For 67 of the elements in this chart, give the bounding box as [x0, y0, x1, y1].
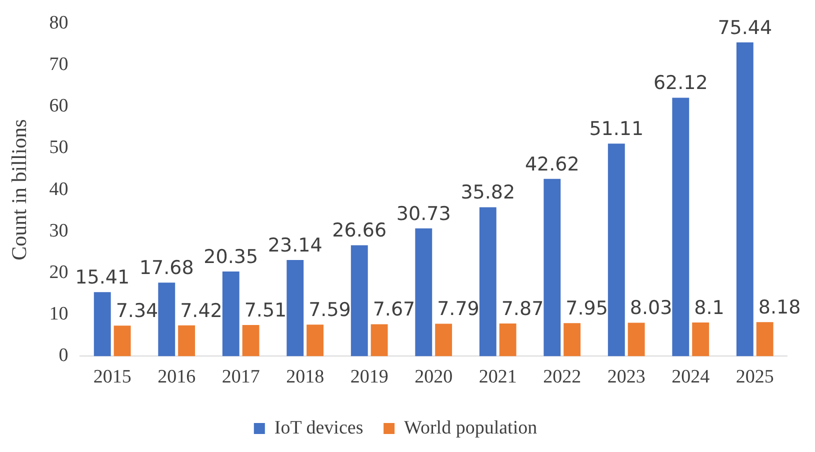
x-tick-label: 2016 — [158, 366, 196, 388]
bar — [178, 325, 196, 356]
data-label: 7.79 — [437, 298, 480, 320]
bar — [415, 228, 432, 356]
bar — [736, 42, 754, 356]
data-label: 26.66 — [332, 220, 387, 242]
x-tick-label: 2024 — [672, 366, 710, 388]
data-label: 7.67 — [372, 298, 416, 321]
data-label: 15.41 — [75, 266, 130, 289]
legend-label: IoT devices — [274, 417, 364, 438]
x-tick-label: 2023 — [607, 366, 646, 388]
data-label: 7.34 — [116, 300, 158, 322]
y-tick-label: 30 — [49, 220, 68, 242]
data-label: 7.59 — [308, 299, 351, 322]
bar — [286, 260, 304, 356]
bar — [672, 98, 690, 356]
data-label: 8.1 — [694, 296, 724, 319]
bar — [350, 245, 368, 356]
bar — [564, 323, 581, 356]
data-label: 7.51 — [244, 299, 287, 322]
data-label: 42.62 — [524, 153, 580, 176]
y-tick-label: 60 — [49, 96, 68, 117]
bar — [479, 207, 496, 356]
data-label: 20.35 — [204, 246, 258, 268]
bar — [222, 272, 240, 356]
y-tick-label: 70 — [49, 54, 68, 75]
bar — [692, 322, 710, 356]
bar — [544, 178, 561, 356]
data-label: 35.82 — [460, 182, 516, 204]
y-tick-label: 80 — [49, 12, 68, 34]
bar — [158, 282, 176, 356]
y-tick-label: 20 — [49, 262, 68, 283]
data-label: 7.87 — [501, 298, 544, 320]
data-label: 75.44 — [718, 16, 772, 39]
y-tick-label: 40 — [49, 178, 68, 200]
y-tick-label: 10 — [49, 304, 68, 325]
bar — [628, 322, 645, 356]
x-tick-label: 2022 — [543, 366, 582, 388]
bar — [306, 324, 324, 356]
y-tick-label: 0 — [58, 345, 68, 366]
bar — [114, 326, 131, 356]
x-tick-label: 2017 — [222, 366, 260, 388]
x-tick-label: 2020 — [414, 366, 453, 388]
data-label: 23.14 — [268, 234, 322, 256]
bar — [499, 323, 516, 356]
bar — [242, 324, 260, 356]
data-label: 62.12 — [653, 72, 708, 94]
data-label: 7.42 — [180, 300, 222, 322]
legend-label: World population — [404, 417, 538, 438]
data-label: 8.18 — [758, 296, 801, 319]
data-label: 8.03 — [630, 297, 672, 320]
x-tick-label: 2019 — [350, 366, 388, 388]
data-label: 7.95 — [566, 298, 608, 320]
bar — [94, 292, 111, 356]
bar — [756, 322, 774, 356]
y-axis-title: Count in billions — [7, 119, 32, 260]
bar — [435, 324, 452, 356]
x-tick-label: 2015 — [93, 366, 132, 388]
data-label: 51.11 — [589, 118, 644, 140]
x-tick-label: 2021 — [478, 366, 517, 388]
y-tick-label: 50 — [49, 137, 68, 158]
data-label: 17.68 — [139, 257, 194, 280]
x-tick-label: 2025 — [736, 366, 774, 388]
x-tick-label: 2018 — [286, 366, 324, 388]
bar — [370, 324, 388, 356]
data-label: 30.73 — [396, 202, 451, 225]
bar — [608, 144, 625, 356]
